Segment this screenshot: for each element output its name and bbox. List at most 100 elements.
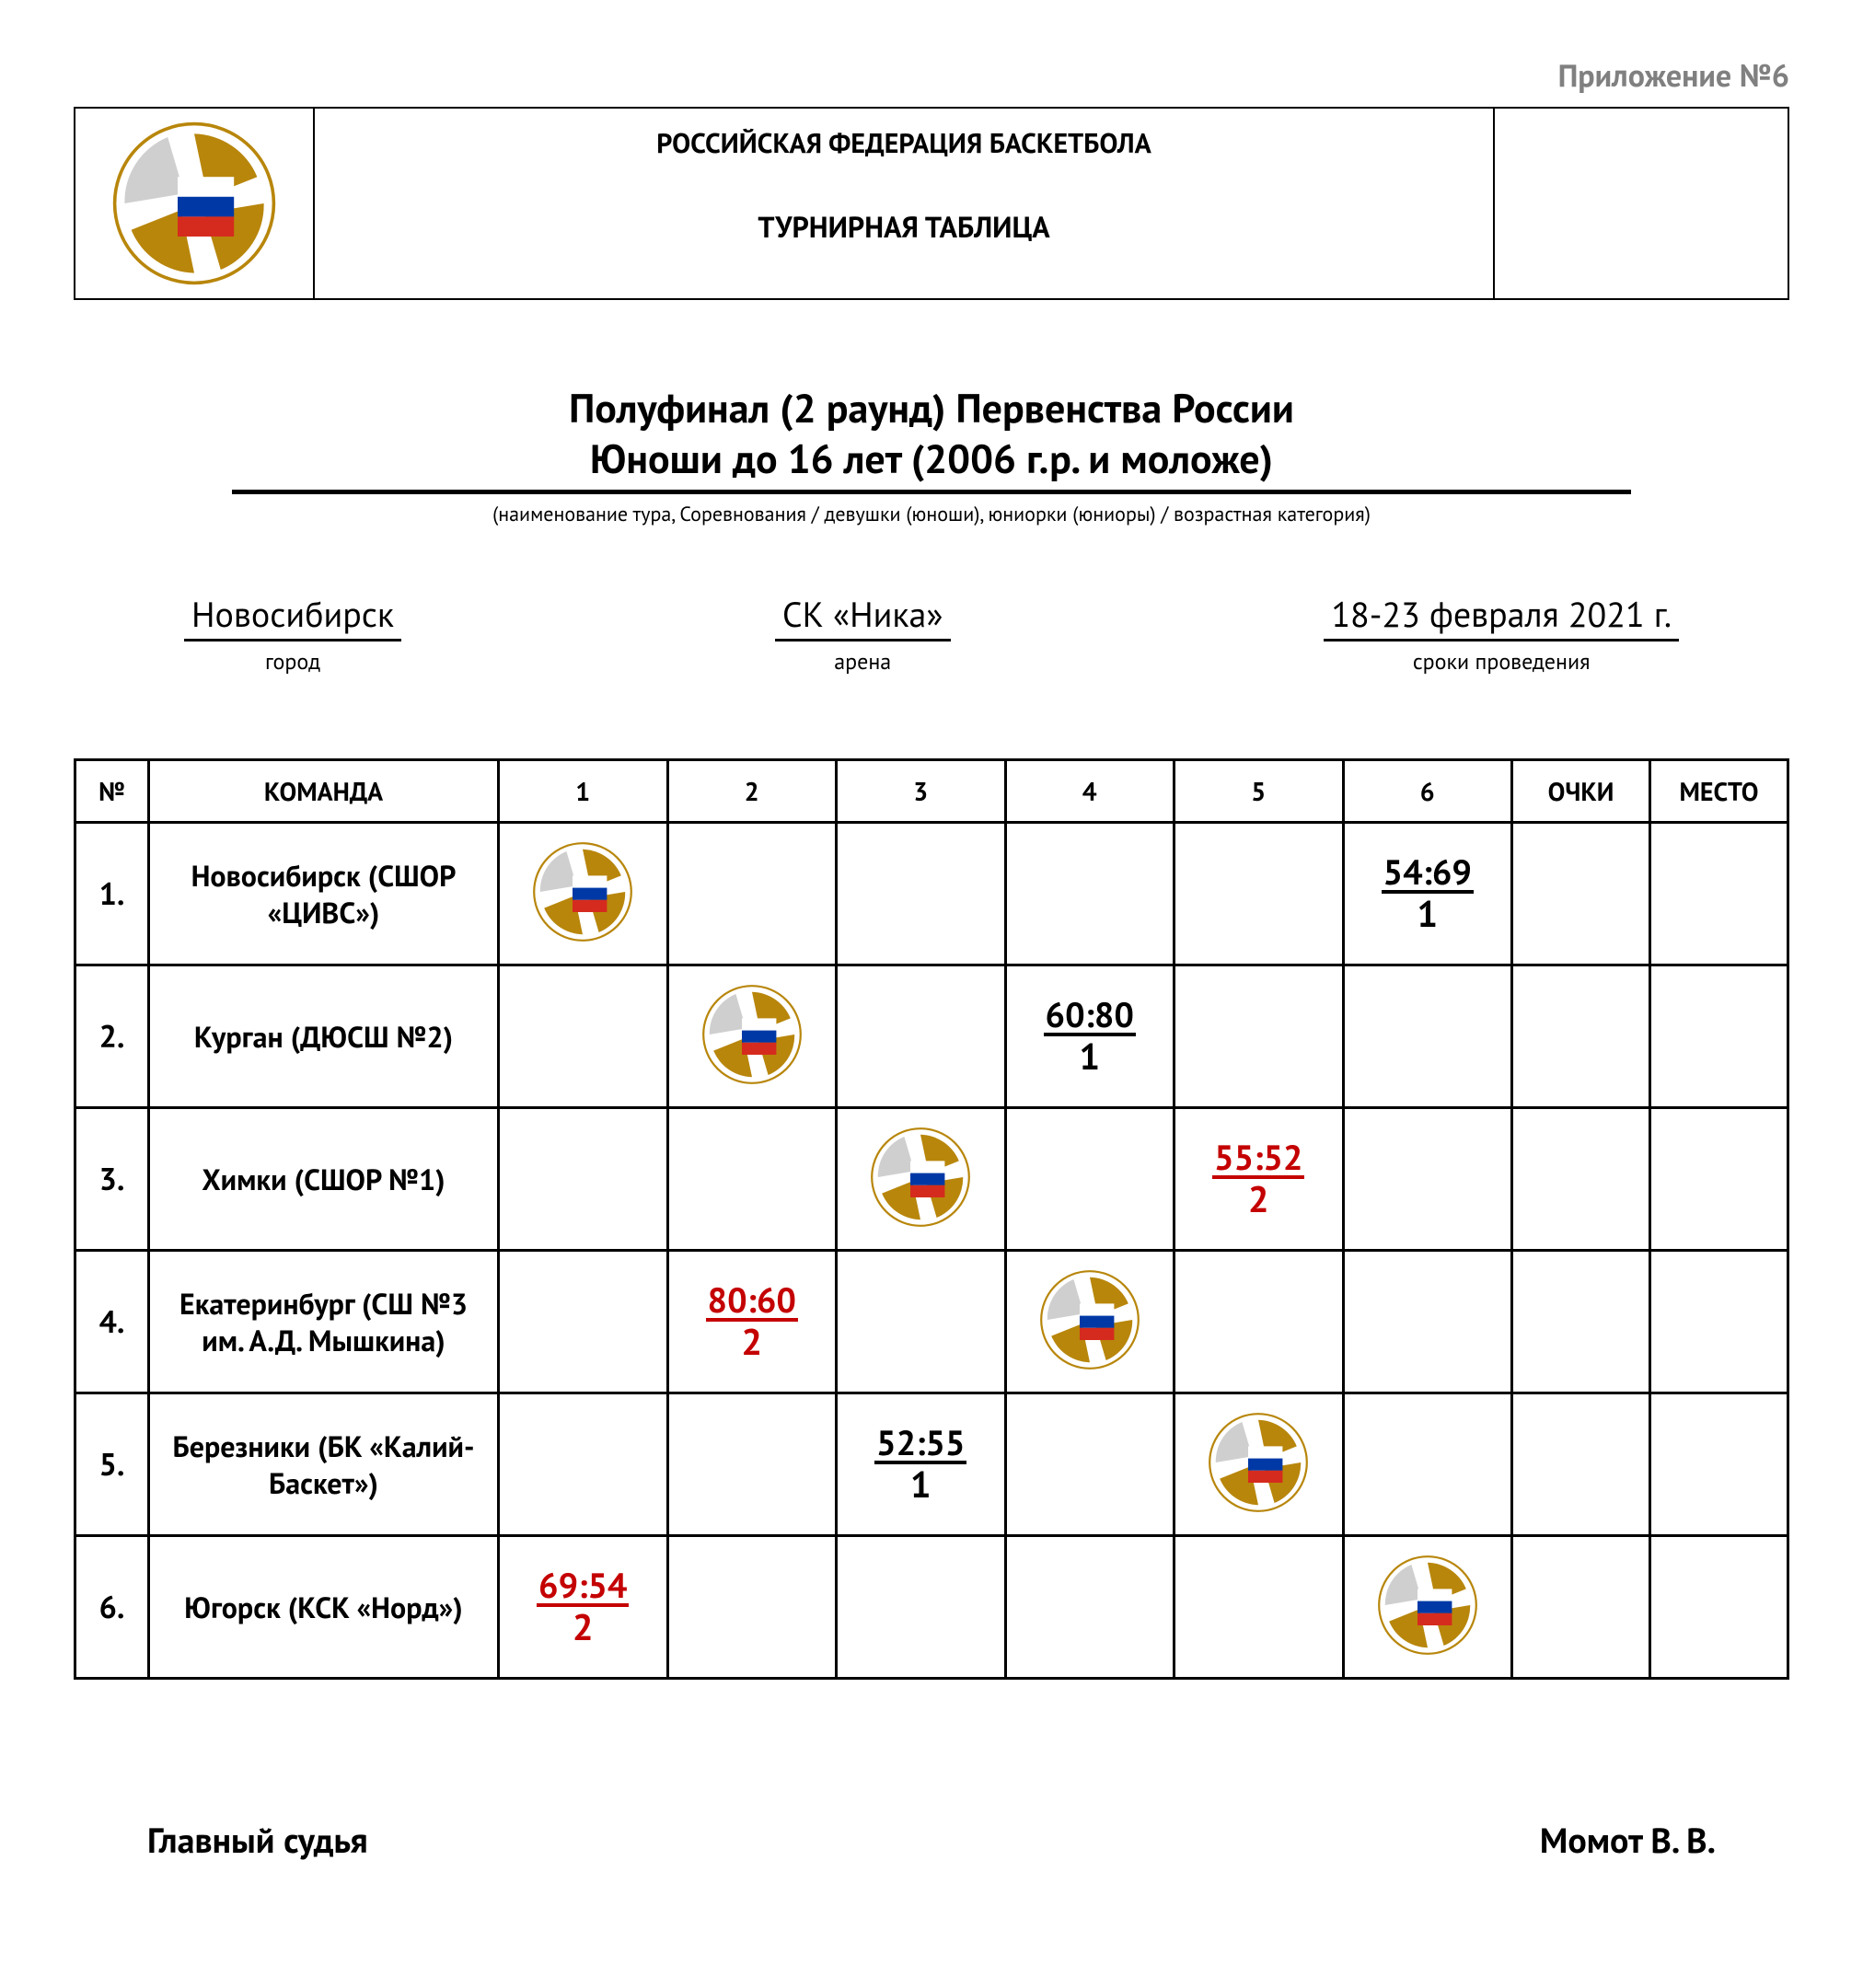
score: 69:54 bbox=[537, 1568, 629, 1607]
place bbox=[1650, 965, 1788, 1108]
event-underline bbox=[232, 490, 1631, 494]
empty-cell bbox=[667, 1393, 837, 1536]
col-place: МЕСТО bbox=[1650, 760, 1788, 823]
team-name: Березники (БК «Калий-Баскет») bbox=[149, 1393, 499, 1536]
empty-cell bbox=[1174, 965, 1344, 1108]
empty-cell bbox=[837, 1251, 1006, 1393]
result-cell: 55:52 2 bbox=[1174, 1108, 1344, 1251]
empty-cell bbox=[1005, 823, 1174, 965]
table-row: 4.Екатеринбург (СШ №3 им. А.Д. Мышкина) … bbox=[75, 1251, 1788, 1393]
empty-cell bbox=[499, 1108, 668, 1251]
rfb-logo-icon bbox=[701, 984, 803, 1085]
meta-row: Новосибирск город СК «Ника» арена 18-23 … bbox=[184, 592, 1679, 676]
self-cell bbox=[499, 823, 668, 965]
empty-cell bbox=[1343, 1251, 1512, 1393]
footer: Главный судья Момот В. В. bbox=[147, 1818, 1716, 1863]
col-num: № bbox=[75, 760, 149, 823]
place bbox=[1650, 1536, 1788, 1679]
federation-name: РОССИЙСКАЯ ФЕДЕРАЦИЯ БАСКЕТБОЛА bbox=[656, 125, 1151, 161]
meta-dates-value: 18-23 февраля 2021 г. bbox=[1324, 592, 1679, 641]
col-team: КОМАНДА bbox=[149, 760, 499, 823]
empty-cell bbox=[667, 1536, 837, 1679]
self-cell bbox=[1174, 1393, 1344, 1536]
referee-role: Главный судья bbox=[147, 1818, 368, 1863]
team-name: Екатеринбург (СШ №3 им. А.Д. Мышкина) bbox=[149, 1251, 499, 1393]
document-header: РОССИЙСКАЯ ФЕДЕРАЦИЯ БАСКЕТБОЛА ТУРНИРНА… bbox=[74, 107, 1789, 300]
event-note: (наименование тура, Соревнования / девуш… bbox=[74, 502, 1789, 527]
empty-cell bbox=[499, 1393, 668, 1536]
points: 2 bbox=[673, 1323, 832, 1360]
result-cell: 80:60 2 bbox=[667, 1251, 837, 1393]
rfb-logo-icon bbox=[1039, 1269, 1140, 1370]
empty-cell bbox=[1174, 1251, 1344, 1393]
header-logo-cell bbox=[75, 109, 315, 298]
total-pts bbox=[1512, 1108, 1650, 1251]
empty-cell bbox=[1005, 1108, 1174, 1251]
empty-cell bbox=[667, 823, 837, 965]
row-num: 5. bbox=[75, 1393, 149, 1536]
meta-arena-label: арена bbox=[775, 647, 951, 676]
rfb-logo-icon bbox=[532, 841, 633, 942]
meta-city: Новосибирск город bbox=[184, 592, 401, 676]
header-center: РОССИЙСКАЯ ФЕДЕРАЦИЯ БАСКЕТБОЛА ТУРНИРНА… bbox=[315, 109, 1493, 298]
table-row: 5.Березники (БК «Калий-Баскет») 52:55 1 bbox=[75, 1393, 1788, 1536]
empty-cell bbox=[837, 823, 1006, 965]
empty-cell bbox=[837, 965, 1006, 1108]
score: 52:55 bbox=[874, 1426, 966, 1464]
row-num: 4. bbox=[75, 1251, 149, 1393]
table-header-row: № КОМАНДА 1 2 3 4 5 6 ОЧКИ МЕСТО bbox=[75, 760, 1788, 823]
rfb-logo-icon bbox=[111, 121, 277, 286]
total-pts bbox=[1512, 965, 1650, 1108]
table-row: 2.Курган (ДЮСШ №2) 60:80 1 bbox=[75, 965, 1788, 1108]
points: 2 bbox=[503, 1609, 663, 1646]
col-6: 6 bbox=[1343, 760, 1512, 823]
place bbox=[1650, 1108, 1788, 1251]
score: 55:52 bbox=[1212, 1140, 1304, 1179]
row-num: 6. bbox=[75, 1536, 149, 1679]
col-4: 4 bbox=[1005, 760, 1174, 823]
referee-name: Момот В. В. bbox=[1540, 1818, 1716, 1863]
meta-dates: 18-23 февраля 2021 г. сроки проведения bbox=[1324, 592, 1679, 676]
self-cell bbox=[667, 965, 837, 1108]
empty-cell bbox=[1174, 1536, 1344, 1679]
team-name: Химки (СШОР №1) bbox=[149, 1108, 499, 1251]
empty-cell bbox=[667, 1108, 837, 1251]
table-title: ТУРНИРНАЯ ТАБЛИЦА bbox=[758, 207, 1049, 246]
result-cell: 69:54 2 bbox=[499, 1536, 668, 1679]
empty-cell bbox=[837, 1536, 1006, 1679]
meta-dates-label: сроки проведения bbox=[1324, 647, 1679, 676]
rfb-logo-icon bbox=[1377, 1555, 1478, 1656]
header-right-cell bbox=[1493, 109, 1788, 298]
score: 60:80 bbox=[1044, 998, 1136, 1036]
place bbox=[1650, 823, 1788, 965]
col-pts: ОЧКИ bbox=[1512, 760, 1650, 823]
points: 1 bbox=[1348, 896, 1508, 932]
meta-city-value: Новосибирск bbox=[184, 592, 401, 641]
empty-cell bbox=[1343, 1393, 1512, 1536]
score: 54:69 bbox=[1382, 855, 1474, 894]
col-3: 3 bbox=[837, 760, 1006, 823]
meta-arena: СК «Ника» арена bbox=[775, 592, 951, 676]
team-name: Курган (ДЮСШ №2) bbox=[149, 965, 499, 1108]
empty-cell bbox=[1343, 965, 1512, 1108]
empty-cell bbox=[1005, 1536, 1174, 1679]
self-cell bbox=[1343, 1536, 1512, 1679]
col-2: 2 bbox=[667, 760, 837, 823]
result-cell: 54:69 1 bbox=[1343, 823, 1512, 965]
place bbox=[1650, 1393, 1788, 1536]
table-row: 3.Химки (СШОР №1) 55:52 2 bbox=[75, 1108, 1788, 1251]
event-line-2: Юноши до 16 лет (2006 г.р. и моложе) bbox=[74, 433, 1789, 484]
meta-city-label: город bbox=[184, 647, 401, 676]
rfb-logo-icon bbox=[1208, 1412, 1309, 1513]
meta-arena-value: СК «Ника» bbox=[775, 592, 951, 641]
points: 2 bbox=[1179, 1181, 1338, 1218]
table-row: 6.Югорск (КСК «Норд») 69:54 2 bbox=[75, 1536, 1788, 1679]
place bbox=[1650, 1251, 1788, 1393]
row-num: 2. bbox=[75, 965, 149, 1108]
team-name: Югорск (КСК «Норд») bbox=[149, 1536, 499, 1679]
col-5: 5 bbox=[1174, 760, 1344, 823]
result-cell: 52:55 1 bbox=[837, 1393, 1006, 1536]
self-cell bbox=[837, 1108, 1006, 1251]
row-num: 1. bbox=[75, 823, 149, 965]
empty-cell bbox=[1343, 1108, 1512, 1251]
